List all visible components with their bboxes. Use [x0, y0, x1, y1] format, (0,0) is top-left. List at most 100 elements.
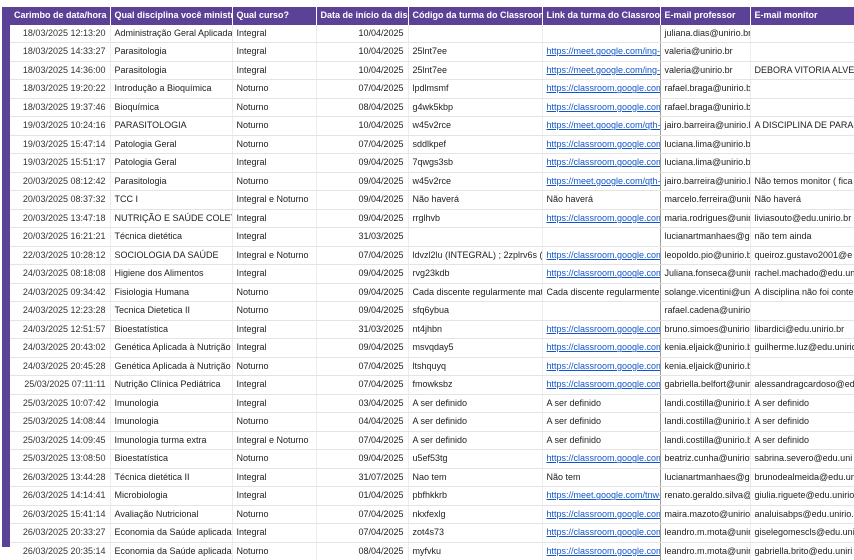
- cell-discipline[interactable]: Introdução a Bioquímica: [110, 79, 233, 99]
- cell-timestamp[interactable]: 26/03/2025 14:14:41: [10, 486, 111, 506]
- classroom-link[interactable]: https://classroom.google.com/c/N: [546, 101, 660, 112]
- cell-start-date[interactable]: 01/04/2025: [316, 486, 409, 506]
- cell-link[interactable]: Não haverá: [541, 190, 661, 210]
- cell-code[interactable]: A ser definido: [408, 431, 543, 450]
- cell-discipline[interactable]: Bioestatística: [110, 320, 233, 339]
- cell-email-monitor[interactable]: sabrina.severo@edu.uni: [750, 449, 854, 469]
- cell-link[interactable]: https://meet.google.com/qth-uqun: [541, 172, 661, 191]
- cell-link[interactable]: https://classroom.google.com/c/N: [541, 357, 661, 376]
- cell-timestamp[interactable]: 24/03/2025 12:23:28: [10, 301, 111, 321]
- cell-code[interactable]: rrglhvb: [408, 209, 543, 228]
- classroom-link[interactable]: https://classroom.google.com/c/N: [546, 379, 660, 390]
- cell-course[interactable]: Noturno: [232, 98, 317, 117]
- cell-link[interactable]: https://meet.google.com/tnw-hecn: [541, 486, 661, 506]
- cell-course[interactable]: Integral: [232, 264, 317, 284]
- cell-email-monitor[interactable]: [750, 79, 854, 99]
- cell-start-date[interactable]: 07/04/2025: [316, 135, 409, 154]
- column-header-timestamp[interactable]: Carimbo de data/hora: [10, 7, 111, 25]
- classroom-link[interactable]: https://meet.google.com/qth-uqun: [546, 120, 660, 131]
- cell-timestamp[interactable]: 25/03/2025 10:07:42: [10, 394, 111, 413]
- cell-link[interactable]: https://classroom.google.com/c/N: [541, 98, 661, 117]
- cell-timestamp[interactable]: 18/03/2025 12:13:20: [10, 24, 111, 43]
- classroom-link[interactable]: https://classroom.google.com/c/N: [546, 157, 660, 168]
- cell-email-professor[interactable]: renato.geraldo.silva@uni: [660, 486, 751, 506]
- cell-email-professor[interactable]: rafael.cadena@unirio.br: [660, 301, 751, 321]
- cell-code[interactable]: Cada discente regularmente matricula: [408, 283, 543, 302]
- cell-timestamp[interactable]: 25/03/2025 14:08:44: [10, 412, 111, 432]
- cell-email-monitor[interactable]: não tem ainda: [750, 227, 854, 247]
- cell-course[interactable]: Noturno: [232, 135, 317, 154]
- cell-timestamp[interactable]: 20/03/2025 16:21:21: [10, 227, 111, 247]
- classroom-link[interactable]: https://classroom.google.com/c/N: [546, 212, 660, 223]
- classroom-link[interactable]: https://meet.google.com/ing-bysp-: [546, 64, 660, 75]
- cell-email-monitor[interactable]: [750, 42, 854, 62]
- cell-email-professor[interactable]: marcelo.ferreira@unirio.b: [660, 190, 751, 210]
- cell-email-professor[interactable]: Juliana.fonseca@unirio: [660, 264, 751, 284]
- cell-code[interactable]: A ser definido: [408, 412, 543, 432]
- cell-email-monitor[interactable]: giselegomescls@edu.uni: [750, 523, 854, 543]
- cell-email-monitor[interactable]: DEBORA VITORIA ALVES: [750, 61, 854, 80]
- cell-link[interactable]: [541, 24, 661, 43]
- cell-course[interactable]: Integral e Noturno: [232, 431, 317, 450]
- cell-code[interactable]: Não haverá: [408, 190, 543, 210]
- cell-timestamp[interactable]: 22/03/2025 10:28:12: [10, 246, 111, 265]
- cell-email-monitor[interactable]: [750, 98, 854, 117]
- cell-start-date[interactable]: 07/04/2025: [316, 431, 409, 450]
- cell-timestamp[interactable]: 20/03/2025 13:47:18: [10, 209, 111, 228]
- cell-timestamp[interactable]: 20/03/2025 08:37:32: [10, 190, 111, 210]
- cell-code[interactable]: lpdlmsmf: [408, 79, 543, 99]
- cell-discipline[interactable]: Bioquímica: [110, 98, 233, 117]
- cell-email-monitor[interactable]: A ser definido: [750, 431, 854, 450]
- cell-code[interactable]: pbfhkkrb: [408, 486, 543, 506]
- column-header-course[interactable]: Qual curso?: [232, 7, 317, 25]
- cell-start-date[interactable]: 10/04/2025: [316, 116, 409, 136]
- cell-email-monitor[interactable]: gabriella.brito@edu.uniri: [750, 542, 854, 560]
- cell-discipline[interactable]: Administração Geral Aplicada a Nutri: [110, 24, 233, 43]
- cell-timestamp[interactable]: 26/03/2025 20:35:14: [10, 542, 111, 560]
- cell-link[interactable]: Não tem: [541, 468, 661, 487]
- cell-code[interactable]: g4wk5kbp: [408, 98, 543, 117]
- column-header-start-date[interactable]: Data de início da disciplina: [316, 7, 409, 25]
- cell-code[interactable]: [408, 227, 543, 247]
- cell-link[interactable]: A ser definido: [541, 394, 661, 413]
- classroom-link[interactable]: https://classroom.google.com/c/N: [546, 453, 660, 464]
- cell-timestamp[interactable]: 24/03/2025 12:51:57: [10, 320, 111, 339]
- cell-link[interactable]: https://classroom.google.com/c/N: [541, 542, 661, 560]
- cell-start-date[interactable]: 09/04/2025: [316, 449, 409, 469]
- cell-email-monitor[interactable]: brunodealmeida@edu.un: [750, 468, 854, 487]
- cell-course[interactable]: Integral: [232, 320, 317, 339]
- cell-email-professor[interactable]: solange.vicentini@unirio: [660, 283, 751, 302]
- cell-timestamp[interactable]: 19/03/2025 15:51:17: [10, 153, 111, 173]
- cell-timestamp[interactable]: 24/03/2025 20:43:02: [10, 338, 111, 358]
- cell-start-date[interactable]: 31/03/2025: [316, 227, 409, 247]
- cell-course[interactable]: Noturno: [232, 357, 317, 376]
- cell-code[interactable]: 25lnt7ee: [408, 42, 543, 62]
- cell-link[interactable]: https://classroom.google.com/c/N: [541, 153, 661, 173]
- classroom-link[interactable]: https://classroom.google.com/c/N: [546, 527, 660, 538]
- classroom-link[interactable]: https://meet.google.com/ing-bysp-: [546, 46, 660, 57]
- cell-link[interactable]: https://classroom.google.com/c/N: [541, 135, 661, 154]
- cell-discipline[interactable]: SOCIOLOGIA DA SAÚDE: [110, 246, 233, 265]
- cell-start-date[interactable]: 31/03/2025: [316, 320, 409, 339]
- cell-link[interactable]: Cada discente regularmente matric: [541, 283, 661, 302]
- cell-course[interactable]: Noturno: [232, 283, 317, 302]
- cell-discipline[interactable]: Técnica dietética II: [110, 468, 233, 487]
- cell-link[interactable]: https://classroom.google.com/c/N: [541, 375, 661, 395]
- cell-email-professor[interactable]: rafael.braga@unirio.br: [660, 98, 751, 117]
- cell-course[interactable]: Integral: [232, 227, 317, 247]
- cell-discipline[interactable]: Parasitologia: [110, 61, 233, 80]
- cell-email-professor[interactable]: lucianartmanhaes@gma: [660, 468, 751, 487]
- cell-link[interactable]: https://meet.google.com/ing-bysp-: [541, 61, 661, 80]
- cell-course[interactable]: Integral: [232, 394, 317, 413]
- cell-code[interactable]: nt4jhbn: [408, 320, 543, 339]
- cell-email-monitor[interactable]: analuisabps@edu.unirio.: [750, 505, 854, 524]
- cell-start-date[interactable]: 03/04/2025: [316, 394, 409, 413]
- cell-email-professor[interactable]: valeria@unirio.br: [660, 42, 751, 62]
- cell-email-monitor[interactable]: [750, 153, 854, 173]
- column-header-email-monitor[interactable]: E-mail monitor: [750, 7, 854, 25]
- cell-email-professor[interactable]: kenia.eljaick@unirio.br: [660, 357, 751, 376]
- cell-email-monitor[interactable]: A disciplina não foi conte: [750, 283, 854, 302]
- cell-email-professor[interactable]: gabriella.belfort@unirio.t: [660, 375, 751, 395]
- cell-course[interactable]: Noturno: [232, 412, 317, 432]
- cell-start-date[interactable]: 09/04/2025: [316, 283, 409, 302]
